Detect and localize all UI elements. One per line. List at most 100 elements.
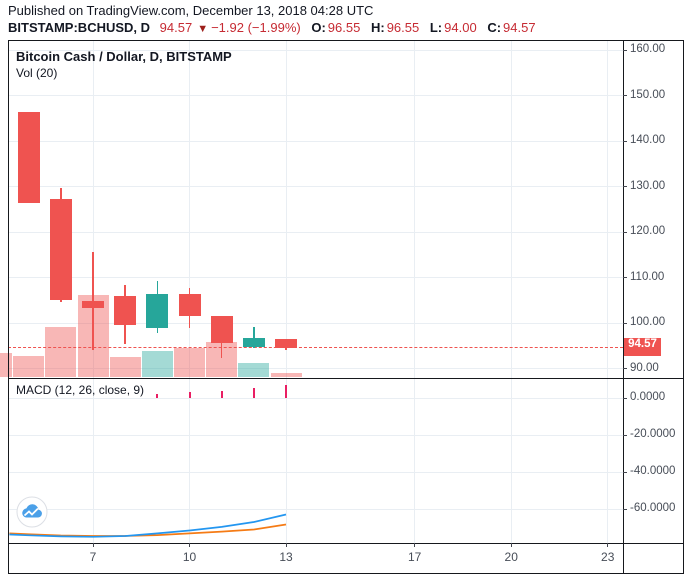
current-price-badge: 94.57 [624, 338, 661, 357]
signal-line [9, 523, 287, 537]
volume-bar [45, 327, 77, 377]
time-tick-mark [285, 543, 287, 547]
gridline [8, 95, 623, 96]
pane-border [8, 573, 684, 574]
price-tick-label: 90.00 [630, 361, 659, 374]
gridline [510, 40, 512, 543]
gridline [8, 49, 623, 51]
volume-bar [174, 348, 205, 377]
volume-indicator-label: Vol (20) [16, 66, 58, 80]
volume-bar [13, 356, 45, 377]
volume-bar [0, 353, 12, 377]
time-tick-label: 13 [279, 550, 293, 564]
macd-tick-label: -60.0000 [630, 502, 676, 514]
gridline [8, 397, 623, 399]
price-tick-mark [623, 140, 627, 142]
time-tick-mark [607, 543, 609, 547]
macd-histogram-bar [220, 390, 223, 398]
gridline [8, 322, 623, 324]
time-tick-mark [510, 543, 512, 547]
price-tick-label: 130.00 [630, 179, 666, 192]
price-tick-label: 160.00 [630, 43, 666, 55]
gridline [607, 40, 609, 543]
volume-bar [141, 351, 173, 377]
symbol-ohlc-line: BITSTAMP:BCHUSD, D 94.57 ▼ −1.92 (−1.99%) … [8, 19, 536, 36]
volume-bar [238, 363, 270, 377]
pane-border [682, 40, 684, 574]
last-price: 94.57 [159, 20, 193, 35]
published-line: Published on TradingView.com, December 1… [8, 3, 374, 18]
time-tick-label: 23 [601, 550, 615, 564]
price-tick-mark [623, 186, 627, 187]
pane-border [622, 40, 624, 574]
candle-body [114, 296, 137, 325]
low-value: 94.00 [444, 20, 477, 35]
price-tick-label: 120.00 [630, 225, 666, 237]
price-tick-mark [623, 322, 627, 324]
time-tick-mark [414, 543, 416, 547]
gridline [8, 368, 623, 369]
gridline [8, 277, 623, 278]
candle-body [242, 338, 265, 348]
open-value: 96.55 [327, 20, 361, 35]
chart-header: Published on TradingView.com, December 1… [8, 2, 536, 36]
gridline [8, 434, 623, 436]
price-tick-mark [623, 277, 627, 278]
price-tick-mark [623, 49, 627, 51]
macd-tick-label: 0.0000 [630, 391, 666, 403]
gridline [8, 508, 623, 510]
low-label: L: [429, 20, 443, 35]
candle-body [17, 112, 40, 203]
time-tick-mark [92, 543, 94, 547]
macd-indicator-label: MACD (12, 26, close, 9) [16, 383, 145, 397]
high-value: 96.55 [386, 20, 420, 35]
pane-border [7, 40, 9, 574]
price-tick-mark [623, 368, 627, 369]
price-tick-mark [623, 95, 627, 96]
candle-body [49, 198, 72, 301]
macd-tick-mark [623, 434, 627, 436]
candle-body [82, 301, 104, 308]
time-tick-label: 17 [408, 550, 422, 564]
price-tick-label: 140.00 [630, 134, 666, 146]
gridline [414, 40, 416, 543]
close-value: 94.57 [503, 20, 536, 35]
price-tick-label: 100.00 [630, 316, 666, 328]
time-tick-label: 10 [182, 550, 197, 564]
gridline [8, 231, 623, 233]
price-tick-label: 110.00 [630, 270, 665, 283]
candle-wick [253, 327, 255, 348]
candle-body [146, 294, 169, 328]
high-label: H: [370, 20, 385, 35]
candle-wick [92, 252, 94, 350]
time-tick-label: 20 [504, 550, 518, 564]
gridline [8, 140, 623, 142]
pane-border [8, 377, 684, 379]
symbol-label: BITSTAMP:BCHUSD, D [8, 20, 151, 35]
macd-histogram-bar [252, 388, 255, 398]
macd-tick-mark [623, 471, 627, 473]
current-price-line [8, 346, 623, 348]
macd-tick-label: -40.0000 [630, 465, 676, 477]
candle-body [210, 316, 233, 343]
candle-body [178, 294, 201, 317]
volume-bar [109, 357, 141, 377]
price-tick-mark [623, 231, 627, 233]
time-tick-mark [189, 543, 190, 547]
macd-tick-mark [623, 397, 627, 399]
chart-title: Bitcoin Cash / Dollar, D, BITSTAMP [16, 49, 232, 64]
macd-histogram-bar [188, 392, 191, 398]
pane-border [8, 542, 684, 544]
time-tick-label: 7 [89, 550, 97, 564]
macd-tick-label: -20.0000 [630, 428, 676, 440]
pane-border [8, 39, 684, 41]
gridline [8, 186, 623, 187]
tradingview-watermark-icon[interactable] [15, 496, 49, 530]
macd-histogram-bar [156, 393, 159, 398]
open-label: O: [311, 20, 326, 35]
volume-bar [270, 373, 302, 377]
close-label: C: [487, 20, 502, 35]
